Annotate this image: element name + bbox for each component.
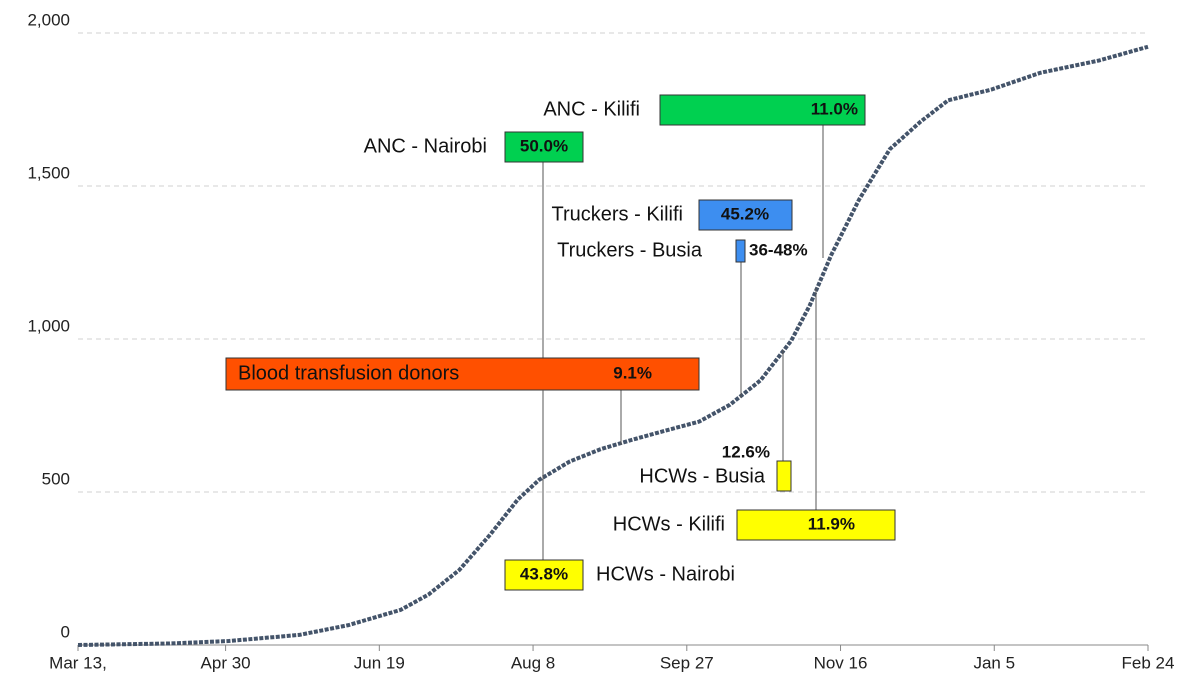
line — [77, 44, 1149, 647]
annotation-box — [659, 94, 866, 126]
y-tick-label: 500 — [42, 469, 70, 488]
annotation-label: HCWs - Nairobi — [596, 563, 735, 585]
annotation-box — [698, 199, 793, 231]
x-tick-label: Jan 5 — [973, 653, 1015, 672]
annotation-percent: 45.2% — [721, 204, 769, 223]
annotation-percent: 11.9% — [808, 514, 855, 533]
x-tick-label: Jun 19 — [354, 653, 405, 672]
annotation-percent: 43.8% — [520, 564, 568, 583]
annotation-box — [504, 131, 584, 163]
y-tick-label: 1,500 — [27, 163, 70, 182]
annotation-label: Blood transfusion donors — [238, 362, 459, 384]
annotation-label: Truckers - Busia — [557, 239, 703, 261]
annotation-percent: 12.6% — [722, 442, 770, 461]
annotation-box — [225, 357, 700, 391]
annotation-label: ANC - Kilifi — [543, 98, 640, 120]
annotation-label: ANC - Nairobi — [364, 135, 487, 157]
annotation-percent: 50.0% — [520, 136, 568, 155]
annotation-box — [735, 239, 746, 263]
annotation-percent: 9.1% — [613, 363, 652, 382]
x-tick-label: Nov 16 — [814, 653, 868, 672]
y-tick-label: 2,000 — [27, 10, 70, 29]
x-tick-label: Feb 24 — [1122, 653, 1175, 672]
annotation-percent: 11.0% — [811, 99, 858, 118]
annotation-box — [776, 460, 792, 492]
y-tick-label: 0 — [61, 622, 70, 641]
annotation-box — [736, 509, 896, 541]
annotation-label: Truckers - Kilifi — [552, 203, 683, 225]
x-tick-label: Apr 30 — [201, 653, 251, 672]
annotation-percent: 36-48% — [749, 240, 808, 259]
x-tick-label: Aug 8 — [511, 653, 555, 672]
x-tick-label: Mar 13, — [49, 653, 107, 672]
annotation-label: HCWs - Kilifi — [613, 513, 725, 535]
x-tick-label: Sep 27 — [660, 653, 714, 672]
annotation-box — [504, 559, 584, 591]
annotation-label: HCWs - Busia — [639, 465, 765, 487]
y-tick-label: 1,000 — [27, 316, 70, 335]
